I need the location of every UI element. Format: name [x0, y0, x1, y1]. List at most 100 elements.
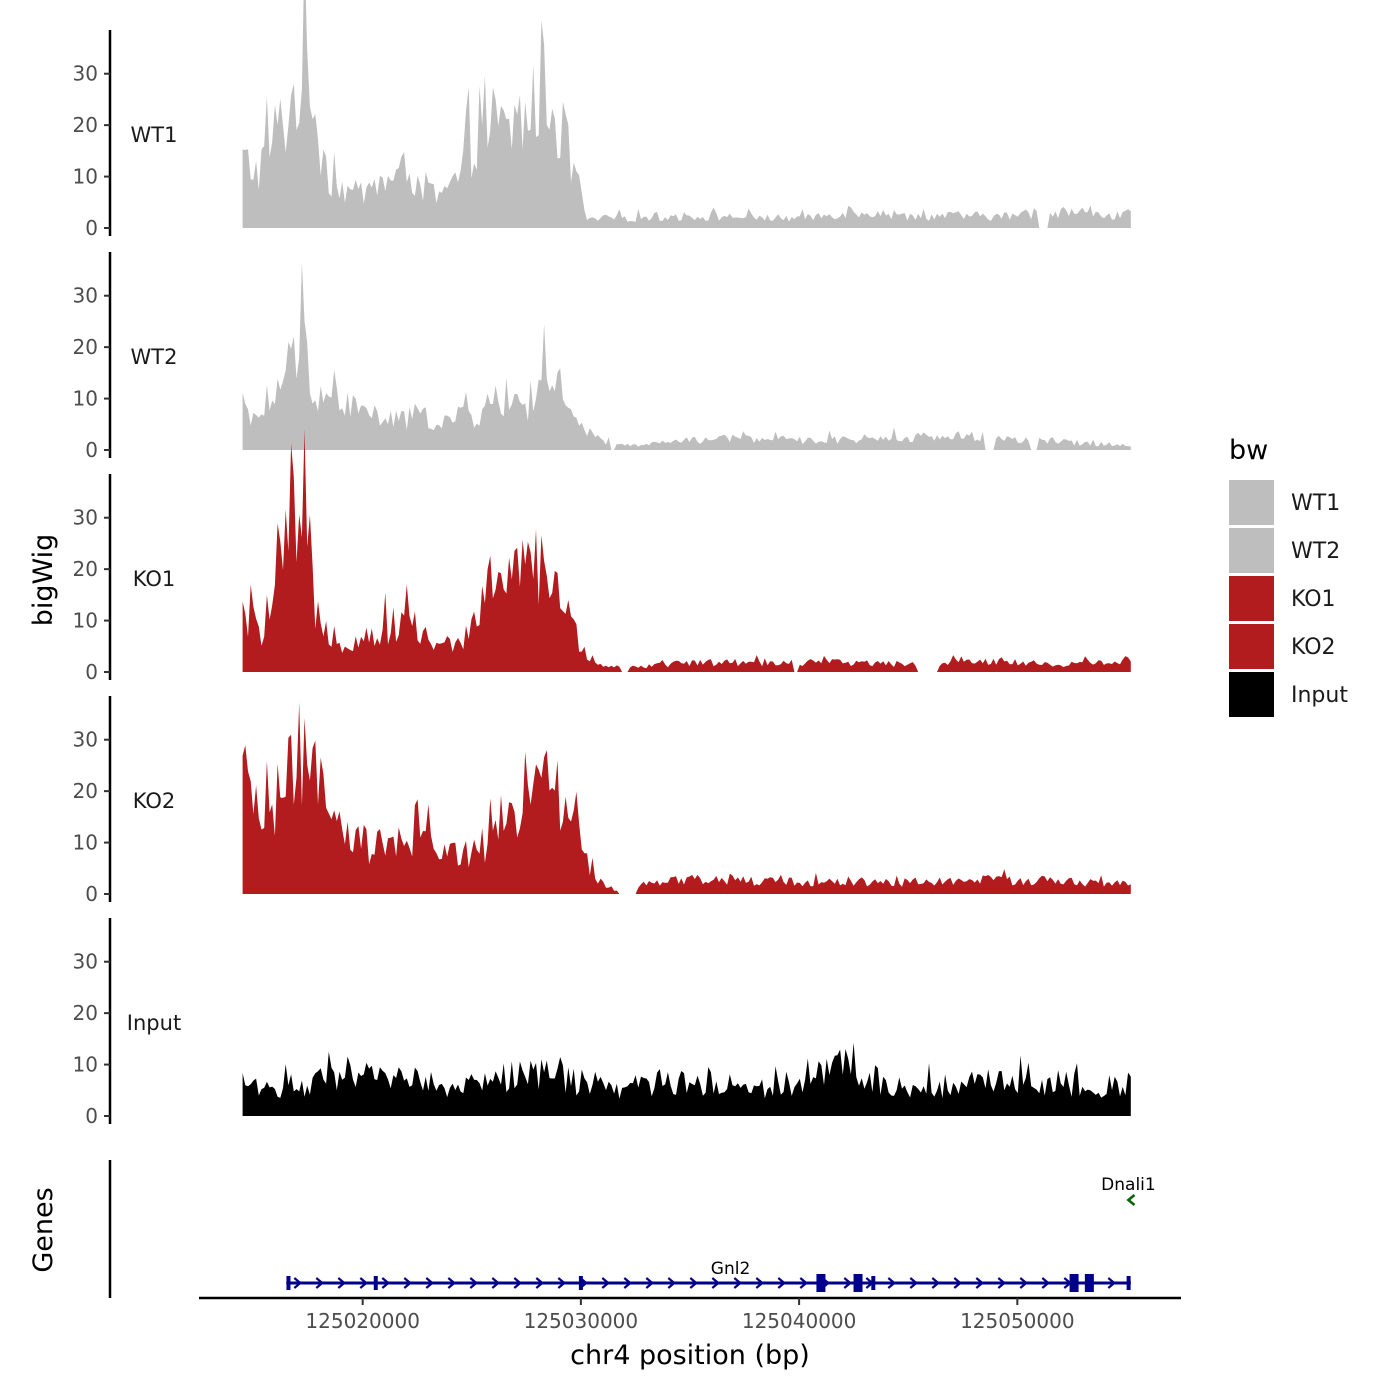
- y-tick-label: 10: [73, 165, 98, 189]
- strand-arrow: [799, 1277, 809, 1289]
- track-label-input: Input: [127, 1011, 181, 1035]
- strand-arrow: [403, 1277, 413, 1289]
- track-ko2: 0 10 20 30 KO2: [73, 696, 1131, 906]
- strand-arrow: [733, 1277, 743, 1289]
- coverage-area-input: [242, 1042, 1131, 1116]
- coverage-area-ko2: [242, 702, 1131, 894]
- x-tick-label: 125050000: [960, 1309, 1075, 1333]
- y-tick-label: 0: [85, 438, 98, 462]
- legend-swatch-wt1: [1229, 480, 1274, 525]
- strand-arrow: [777, 1277, 787, 1289]
- strand-arrow: [601, 1277, 611, 1289]
- track-label-wt1: WT1: [131, 123, 178, 147]
- y-tick-label: 10: [73, 1053, 98, 1077]
- x-axis: 125020000 125030000 125040000 125050000: [199, 1296, 1181, 1333]
- strand-arrow: [997, 1277, 1007, 1289]
- track-wt1: 0 10 20 30 WT1: [73, 0, 1131, 240]
- strand-arrow: [359, 1277, 369, 1289]
- y-tick-label: 10: [73, 387, 98, 411]
- legend-swatch-wt2: [1229, 528, 1274, 573]
- y-tick-label: 30: [73, 728, 98, 752]
- strand-arrow: [623, 1277, 633, 1289]
- strand-arrow: [931, 1277, 941, 1289]
- strand-arrow: [843, 1277, 853, 1289]
- coverage-area-ko1: [242, 429, 1131, 672]
- strand-arrow: [1107, 1277, 1117, 1289]
- track-ko1: 0 10 20 30 KO1: [73, 429, 1131, 684]
- x-tick-label: 125040000: [742, 1309, 857, 1333]
- y-tick-label: 0: [85, 216, 98, 240]
- exon: [286, 1276, 291, 1290]
- exon: [816, 1274, 826, 1292]
- y-tick-label: 20: [73, 1001, 98, 1025]
- strand-arrow: [315, 1277, 325, 1289]
- genes-axis-title: Genes: [28, 1187, 59, 1272]
- legend-label-ko2: KO2: [1291, 635, 1336, 660]
- legend-title: bw: [1229, 435, 1268, 466]
- track-label-wt2: WT2: [131, 345, 178, 369]
- y-tick-label: 20: [73, 557, 98, 581]
- strand-arrow: [755, 1277, 765, 1289]
- strand-arrow: [381, 1277, 391, 1289]
- legend-swatch-ko1: [1229, 576, 1274, 621]
- y-tick-label: 0: [85, 1104, 98, 1128]
- track-input: 0 10 20 30 Input: [73, 918, 1131, 1128]
- gene-label-gnl2: Gnl2: [711, 1259, 751, 1279]
- strand-arrow: [711, 1277, 721, 1289]
- strand-arrow: [1019, 1277, 1029, 1289]
- y-tick-label: 10: [73, 831, 98, 855]
- strand-arrow: [535, 1277, 545, 1289]
- strand-arrow: [953, 1277, 963, 1289]
- legend-label-wt1: WT1: [1291, 491, 1340, 516]
- legend-label-ko1: KO1: [1291, 587, 1336, 612]
- exon: [1069, 1274, 1079, 1292]
- y-axis-title: bigWig: [28, 534, 59, 627]
- coverage-area-wt2: [242, 262, 1131, 450]
- gene-label-dnali1: Dnali1: [1101, 1175, 1156, 1195]
- exon: [1126, 1276, 1131, 1290]
- strand-arrow: [689, 1277, 699, 1289]
- strand-arrow: [491, 1277, 501, 1289]
- x-axis-title: chr4 position (bp): [570, 1340, 810, 1371]
- legend: bw WT1 WT2 KO1 KO2 Input: [1229, 435, 1348, 717]
- strand-arrow: [1126, 1194, 1136, 1206]
- y-tick-label: 30: [73, 506, 98, 530]
- legend-label-wt2: WT2: [1291, 539, 1340, 564]
- strand-arrow: [887, 1277, 897, 1289]
- legend-label-input: Input: [1291, 683, 1348, 708]
- exon: [578, 1276, 583, 1290]
- exon: [373, 1276, 378, 1290]
- strand-arrow: [447, 1277, 457, 1289]
- y-tick-label: 30: [73, 62, 98, 86]
- strand-arrow: [1041, 1277, 1051, 1289]
- x-tick-label: 125020000: [305, 1309, 420, 1333]
- legend-swatch-ko2: [1229, 624, 1274, 669]
- track-label-ko1: KO1: [133, 567, 176, 591]
- gene-gnl2: Gnl2: [286, 1259, 1131, 1292]
- gene-track: Gnl2 Dnali1: [108, 1160, 1156, 1298]
- strand-arrow: [513, 1277, 523, 1289]
- y-tick-label: 10: [73, 609, 98, 633]
- gene-dnali1: Dnali1: [1101, 1175, 1156, 1206]
- track-label-ko2: KO2: [133, 789, 176, 813]
- strand-arrow: [909, 1277, 919, 1289]
- y-tick-label: 0: [85, 882, 98, 906]
- strand-arrow: [469, 1277, 479, 1289]
- strand-arrow: [337, 1277, 347, 1289]
- coverage-area-wt1: [242, 0, 1131, 228]
- y-tick-label: 20: [73, 113, 98, 137]
- legend-swatch-input: [1229, 672, 1274, 717]
- exon: [871, 1276, 876, 1290]
- strand-arrow: [975, 1277, 985, 1289]
- x-tick-label: 125030000: [524, 1309, 639, 1333]
- y-tick-label: 30: [73, 284, 98, 308]
- strand-arrow: [645, 1277, 655, 1289]
- strand-arrow: [293, 1277, 303, 1289]
- y-tick-label: 30: [73, 950, 98, 974]
- track-wt2: 0 10 20 30 WT2: [73, 252, 1131, 462]
- y-tick-label: 0: [85, 660, 98, 684]
- strand-arrow: [667, 1277, 677, 1289]
- exon: [1084, 1274, 1094, 1292]
- signal-tracks: 0 10 20 30 WT1 0 10 20 30 WT2 0 10 20 30 KO1 0 10 20 30 KO2…: [73, 0, 1131, 1128]
